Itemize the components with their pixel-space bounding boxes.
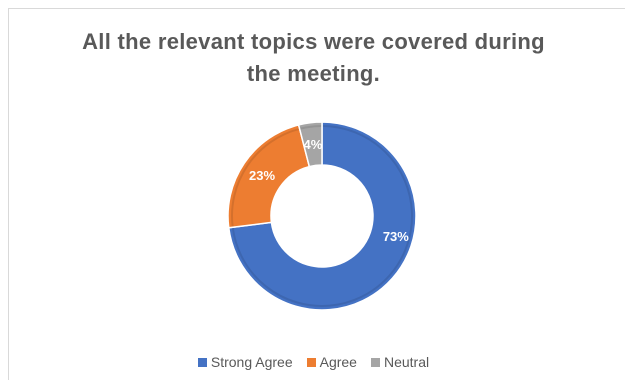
legend-swatch-agree (306, 357, 316, 367)
data-label-strong-agree: 73% (383, 229, 409, 244)
legend-swatch-neutral (370, 357, 380, 367)
chart-title-line-2: the meeting. (246, 61, 381, 86)
legend-label-neutral: Neutral (383, 354, 430, 370)
donut-rim-agree (231, 128, 300, 227)
chart-legend: Strong Agree Agree Neutral (0, 354, 627, 370)
data-label-neutral: 4% (304, 137, 323, 152)
legend-swatch-strong-agree (197, 357, 207, 367)
legend-item-strong-agree: Strong Agree (197, 354, 293, 370)
legend-item-neutral: Neutral (370, 354, 430, 370)
chart-title: All the relevant topics were covered dur… (0, 26, 627, 90)
donut-slice-strong-agree (227, 121, 417, 311)
chart-frame (8, 8, 625, 380)
legend-label-agree: Agree (319, 354, 357, 370)
legend-label-strong-agree: Strong Agree (210, 354, 293, 370)
donut-rim-strong-agree (231, 125, 413, 307)
legend-item-agree: Agree (306, 354, 357, 370)
donut-rim-neutral (300, 125, 322, 130)
donut-slice-neutral (297, 121, 323, 168)
chart-title-line-1: All the relevant topics were covered dur… (82, 29, 545, 54)
data-label-agree: 23% (249, 168, 275, 183)
